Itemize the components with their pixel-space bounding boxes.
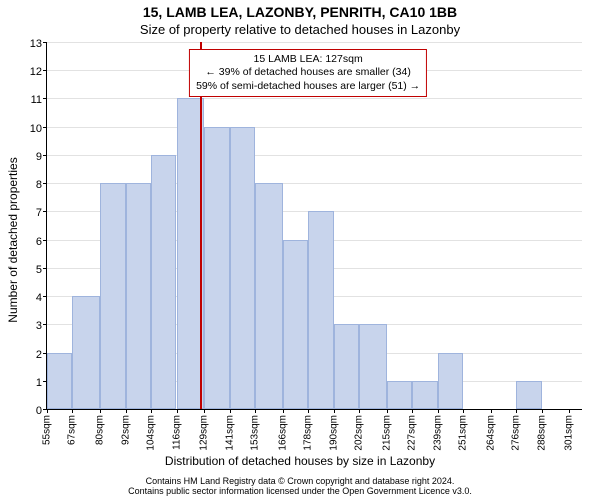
gridline bbox=[47, 155, 582, 156]
x-tick-label: 67sqm bbox=[67, 409, 78, 445]
histogram-bar bbox=[72, 296, 100, 409]
y-tick-label: 1 bbox=[18, 381, 47, 387]
histogram-bar bbox=[283, 240, 308, 409]
histogram-bar bbox=[47, 353, 72, 409]
histogram-bar bbox=[387, 381, 412, 409]
x-tick-label: 80sqm bbox=[95, 409, 106, 445]
histogram-bar bbox=[308, 211, 333, 409]
annotation-line: 59% of semi-detached houses are larger (… bbox=[196, 80, 420, 93]
histogram-bar bbox=[230, 127, 255, 409]
histogram-bar bbox=[100, 183, 125, 409]
y-tick-label: 13 bbox=[18, 42, 47, 48]
x-tick-label: 55sqm bbox=[42, 409, 53, 445]
x-tick-label: 227sqm bbox=[407, 409, 418, 451]
y-tick-label: 7 bbox=[18, 211, 47, 217]
gridline bbox=[47, 98, 582, 99]
histogram-bar bbox=[516, 381, 541, 409]
y-tick-label: 8 bbox=[18, 183, 47, 189]
x-tick-label: 239sqm bbox=[432, 409, 443, 451]
x-tick-label: 251sqm bbox=[458, 409, 469, 451]
annotation-box: 15 LAMB LEA: 127sqm← 39% of detached hou… bbox=[189, 49, 427, 96]
gridline bbox=[47, 42, 582, 43]
annotation-line: ← 39% of detached houses are smaller (34… bbox=[196, 66, 420, 79]
histogram-bar bbox=[151, 155, 176, 409]
x-tick-label: 276sqm bbox=[511, 409, 522, 451]
x-tick-label: 104sqm bbox=[146, 409, 157, 451]
footer-line-2: Contains public sector information licen… bbox=[0, 487, 600, 497]
histogram-bar bbox=[334, 324, 359, 409]
histogram-bar bbox=[412, 381, 437, 409]
y-tick-label: 9 bbox=[18, 155, 47, 161]
histogram-bar bbox=[255, 183, 283, 409]
x-tick-label: 129sqm bbox=[199, 409, 210, 451]
annotation-line: 15 LAMB LEA: 127sqm bbox=[196, 53, 420, 66]
x-tick-label: 153sqm bbox=[250, 409, 261, 451]
y-tick-label: 2 bbox=[18, 353, 47, 359]
title-line-1: 15, LAMB LEA, LAZONBY, PENRITH, CA10 1BB bbox=[0, 4, 600, 20]
x-tick-label: 288sqm bbox=[536, 409, 547, 451]
x-tick-label: 178sqm bbox=[303, 409, 314, 451]
histogram-plot: 01234567891011121355sqm67sqm80sqm92sqm10… bbox=[46, 42, 582, 410]
attribution-footer: Contains HM Land Registry data © Crown c… bbox=[0, 474, 600, 500]
x-axis-label: Distribution of detached houses by size … bbox=[0, 454, 600, 468]
histogram-bar bbox=[204, 127, 229, 409]
histogram-bar bbox=[359, 324, 387, 409]
y-tick-label: 12 bbox=[18, 70, 47, 76]
gridline bbox=[47, 127, 582, 128]
x-tick-label: 202sqm bbox=[354, 409, 365, 451]
y-tick-label: 10 bbox=[18, 127, 47, 133]
y-tick-label: 5 bbox=[18, 268, 47, 274]
histogram-bar bbox=[438, 353, 463, 409]
histogram-bar bbox=[126, 183, 151, 409]
x-tick-label: 116sqm bbox=[171, 409, 182, 450]
x-tick-label: 264sqm bbox=[485, 409, 496, 451]
x-tick-label: 166sqm bbox=[277, 409, 288, 451]
x-tick-label: 215sqm bbox=[381, 409, 392, 451]
x-tick-label: 141sqm bbox=[224, 409, 235, 451]
x-tick-label: 92sqm bbox=[120, 409, 131, 445]
x-tick-label: 190sqm bbox=[328, 409, 339, 451]
y-tick-label: 6 bbox=[18, 240, 47, 246]
y-tick-label: 11 bbox=[18, 98, 47, 104]
title-line-2: Size of property relative to detached ho… bbox=[0, 22, 600, 37]
x-tick-label: 301sqm bbox=[564, 409, 575, 451]
property-marker-line bbox=[200, 42, 202, 409]
y-tick-label: 3 bbox=[18, 324, 47, 330]
y-tick-label: 4 bbox=[18, 296, 47, 302]
